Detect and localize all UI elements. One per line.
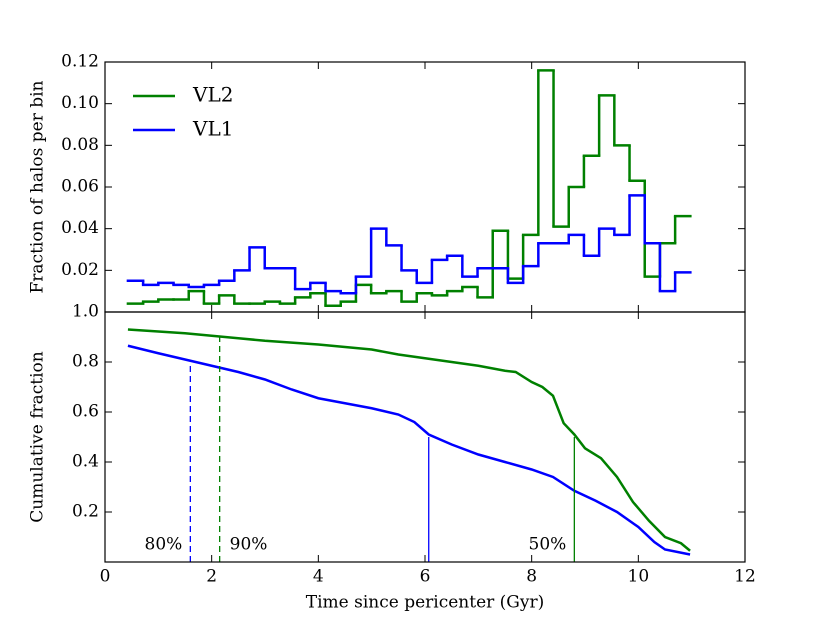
y-tick-label: 1.0 — [72, 302, 99, 322]
x-axis-label: Time since pericenter (Gyr) — [306, 593, 545, 613]
plot-frame — [104, 311, 746, 563]
legend-label: VL1 — [192, 117, 233, 141]
y-tick-label: 0.12 — [61, 52, 99, 72]
marker-label: 80% — [145, 535, 183, 555]
line-series — [127, 328, 691, 552]
y-axis-label: Cumulative fraction — [28, 351, 48, 523]
line-series — [127, 344, 691, 556]
x-tick-label: 0 — [100, 567, 111, 587]
y-tick-label: 0.10 — [61, 93, 99, 113]
x-tick-label: 8 — [526, 567, 537, 587]
x-tick-label: 10 — [628, 567, 650, 587]
y-tick-label: 0.08 — [61, 135, 99, 155]
marker-label: 50% — [529, 535, 567, 555]
y-tick-label: 0.06 — [61, 177, 99, 197]
y-tick-label: 0.8 — [72, 352, 99, 372]
marker-label: 90% — [230, 535, 268, 555]
y-tick-label: 0.4 — [72, 452, 99, 472]
y-tick-label: 0.02 — [61, 260, 99, 280]
legend-label: VL2 — [192, 83, 233, 107]
y-axis-label: Fraction of halos per bin — [28, 80, 48, 293]
y-tick-label: 0.04 — [61, 218, 99, 238]
x-tick-label: 6 — [420, 567, 431, 587]
x-tick-label: 4 — [313, 567, 324, 587]
x-tick-label: 2 — [206, 567, 217, 587]
y-tick-label: 0.6 — [72, 402, 99, 422]
x-tick-label: 12 — [734, 567, 756, 587]
y-tick-label: 0.2 — [72, 502, 99, 522]
